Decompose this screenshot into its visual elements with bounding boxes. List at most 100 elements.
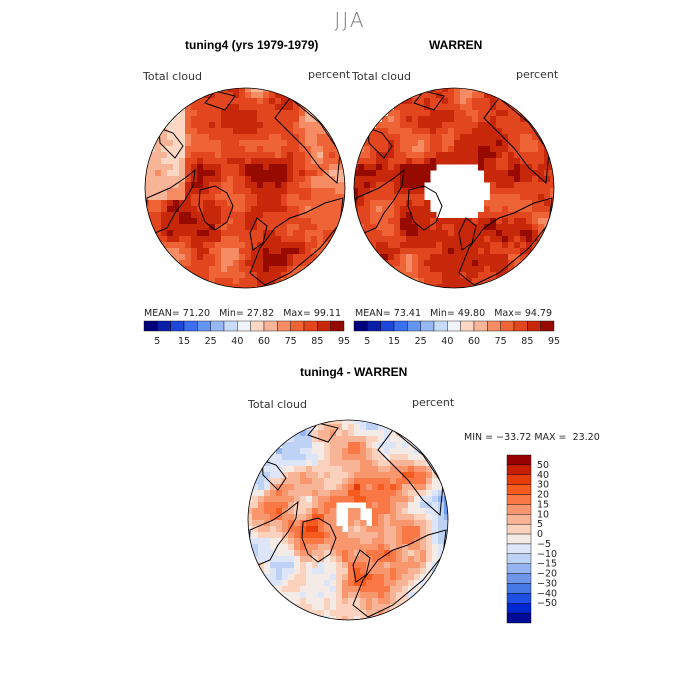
- cb1-swatch-13: [317, 320, 331, 332]
- cb2-swatch-5: [420, 320, 435, 332]
- cb1-swatch-10: [277, 320, 291, 332]
- map1-coastline-6: [204, 90, 236, 111]
- cb3-swatch-13: [506, 583, 532, 594]
- panel1-max: 99.11: [313, 308, 342, 319]
- cb1-tick-4: 60: [258, 336, 270, 347]
- cb2-swatch-1: [367, 320, 381, 332]
- map1-field: [145, 88, 345, 288]
- panel2-min: 49.80: [457, 308, 486, 319]
- panel1-min: 27.82: [246, 308, 275, 319]
- cb1-swatch-12: [303, 320, 318, 332]
- cb2-tick-6: 85: [521, 336, 533, 347]
- cb3-tick-3: 20: [537, 490, 549, 501]
- cb2-tick-0: 5: [364, 336, 370, 347]
- cb1-swatch-1: [157, 320, 171, 332]
- map3-field: [248, 420, 448, 620]
- map3-coastline-4: [377, 429, 444, 517]
- panel2-colorbar: 5 15 25 40 60 75 85 95: [353, 320, 560, 347]
- panel1-map: [144, 87, 346, 289]
- cb3-tick-8: −5: [537, 539, 551, 550]
- panel1-min-label: Min=: [219, 308, 244, 319]
- cb3-swatch-1: [506, 464, 532, 475]
- cb2-swatch-4: [407, 320, 421, 332]
- panel1-mean: 71.20: [182, 308, 210, 319]
- map1-coastline-5: [249, 217, 268, 251]
- panel3-min-label: MIN =: [464, 432, 494, 443]
- cb3-tick-4: 15: [537, 499, 549, 510]
- cb3-tick-0: 50: [537, 460, 549, 471]
- panel2-min-label: Min=: [430, 308, 455, 319]
- cb2-swatch-8: [460, 320, 475, 332]
- cb1-tick-6: 85: [311, 336, 323, 347]
- cb1-tick-5: 75: [285, 336, 297, 347]
- cb3-tick-7: 0: [537, 529, 543, 540]
- map2-coastline-5: [458, 217, 477, 251]
- cb3-swatch-2: [506, 474, 532, 485]
- cb2-tick-5: 75: [495, 336, 507, 347]
- panel3-units-label: percent: [412, 396, 455, 409]
- cb1-swatch-14: [330, 320, 345, 332]
- panel2-mean: 73.41: [393, 308, 421, 319]
- cb2-swatch-12: [513, 320, 528, 332]
- map1-coastline-4: [274, 97, 341, 185]
- cb1-swatch-8: [250, 320, 265, 332]
- cb2-tick-4: 60: [468, 336, 480, 347]
- panel2-map: [353, 87, 555, 289]
- cb1-tick-3: 40: [231, 336, 243, 347]
- map2-coastline-6: [413, 90, 445, 111]
- cb3-swatch-7: [506, 523, 532, 535]
- panel3-stats: MIN = −33.72 MAX = 23.20: [464, 432, 600, 443]
- panel1-mean-label: MEAN=: [144, 308, 180, 319]
- cb3-tick-9: −10: [537, 549, 557, 560]
- cb1-tick-1: 15: [178, 336, 190, 347]
- cb1-swatch-0: [143, 320, 158, 332]
- cb3-tick-1: 40: [537, 470, 549, 481]
- cb2-tick-7: 95: [548, 336, 560, 347]
- panel2-stats: MEAN= 73.41 Min= 49.80 Max= 94.79: [355, 308, 552, 319]
- panel1-stats: MEAN= 71.20 Min= 27.82 Max= 99.11: [144, 308, 341, 319]
- cb3-tick-13: −40: [537, 588, 557, 599]
- map2-coastline-4: [483, 97, 550, 185]
- cb1-swatch-2: [170, 320, 185, 332]
- cb2-tick-3: 40: [441, 336, 453, 347]
- panel2-max-label: Max=: [494, 308, 522, 319]
- cb2-swatch-2: [380, 320, 395, 332]
- cb3-swatch-4: [506, 494, 532, 505]
- cb3-tick-14: −50: [537, 598, 557, 609]
- cb2-swatch-6: [433, 320, 448, 332]
- cb3-swatch-15: [506, 603, 532, 614]
- cb3-swatch-5: [506, 504, 532, 515]
- cb1-swatch-6: [223, 320, 238, 332]
- panel1-max-label: Max=: [283, 308, 311, 319]
- panel2-mean-label: MEAN=: [355, 308, 391, 319]
- cb3-tick-5: 10: [537, 509, 549, 520]
- cb1-swatch-5: [210, 320, 225, 332]
- panel1-units-label: percent: [308, 68, 351, 81]
- cb1-swatch-4: [197, 320, 211, 332]
- cb2-tick-1: 15: [388, 336, 400, 347]
- map2-field: [354, 88, 554, 288]
- map1-rim: [144, 87, 346, 289]
- panel3-min: −33.72: [496, 432, 532, 443]
- cb1-swatch-3: [183, 320, 198, 332]
- cb3-swatch-3: [506, 484, 532, 495]
- panel2-title: WARREN: [429, 38, 483, 52]
- map2-rim: [353, 87, 555, 289]
- cb2-swatch-14: [540, 320, 555, 332]
- map3-coastline-0: [301, 517, 337, 563]
- map3-rim: [247, 419, 449, 621]
- panel1-colorbar: 5 15 25 40 60 75 85 95: [143, 320, 350, 347]
- cb1-swatch-11: [290, 320, 305, 332]
- cb1-swatch-7: [237, 320, 251, 332]
- map1-coastline-0: [198, 185, 234, 231]
- map2-coastline-0: [407, 185, 443, 231]
- cb1-swatch-9: [263, 320, 278, 332]
- cb3-swatch-11: [506, 563, 532, 574]
- cb2-swatch-0: [353, 320, 368, 332]
- map3-coastline-5: [352, 549, 371, 583]
- cb2-tick-2: 25: [415, 336, 427, 347]
- panel3-max-label: MAX =: [534, 432, 567, 443]
- cb3-swatch-12: [506, 573, 532, 584]
- map3-coastline-6: [307, 422, 339, 443]
